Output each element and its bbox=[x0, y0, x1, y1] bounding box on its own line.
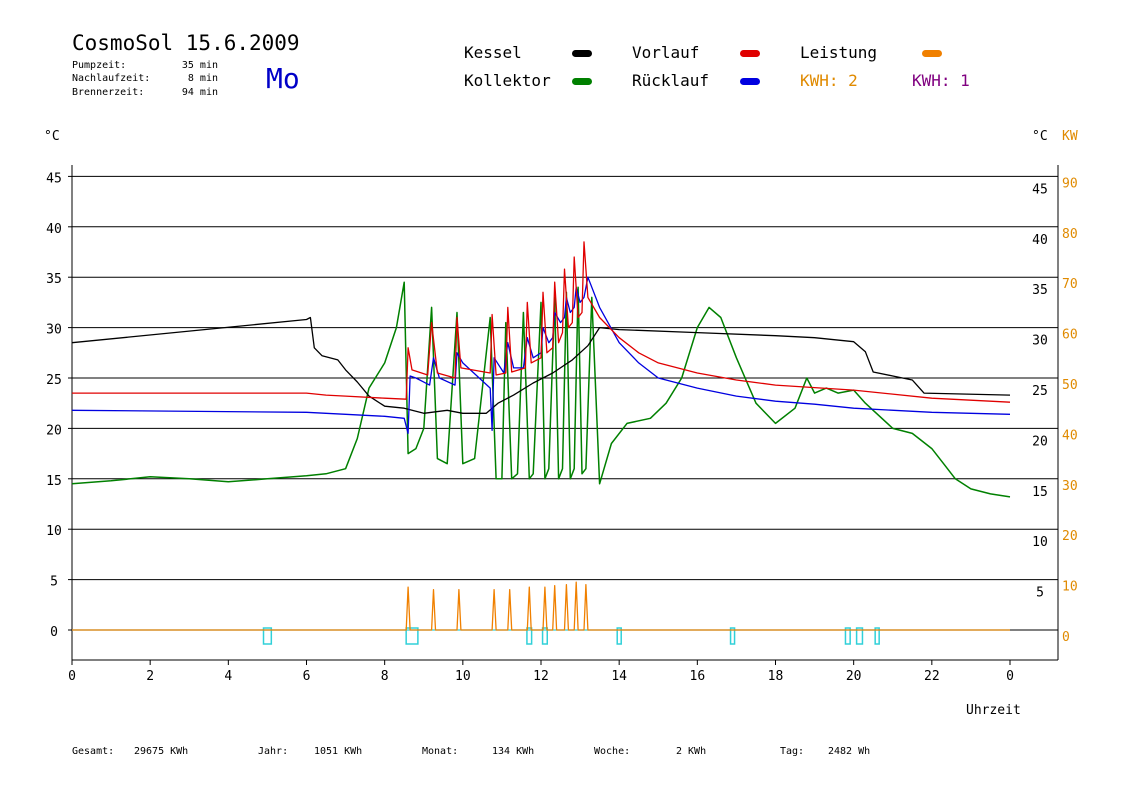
y-right-unit: °C bbox=[1032, 129, 1048, 144]
x-tick-7: 14 bbox=[611, 669, 627, 684]
x-tick-0: 0 bbox=[68, 669, 76, 684]
footer-tag-label: Tag: bbox=[780, 746, 804, 757]
series-leistung bbox=[72, 581, 1010, 631]
legend-leistung: Leistung bbox=[800, 43, 877, 62]
y-right-kw-unit: KW bbox=[1062, 129, 1078, 144]
x-axis-label: Uhrzeit bbox=[966, 703, 1021, 718]
legend-ruecklauf-swatch bbox=[740, 78, 760, 85]
legend-vorlauf-swatch bbox=[740, 50, 760, 57]
pump-marker-0 bbox=[262, 627, 273, 645]
footer-monat-value: 134 KWh bbox=[492, 746, 534, 757]
pump-marker-7 bbox=[855, 627, 864, 645]
footer-totals: Gesamt: 29675 KWh Jahr: 1051 KWh Monat: … bbox=[72, 746, 870, 757]
legend-leistung-swatch bbox=[922, 50, 942, 57]
kw-tick-40: 40 bbox=[1062, 428, 1078, 443]
y-left-unit: °C bbox=[44, 129, 60, 144]
pump-marker-6 bbox=[844, 627, 851, 645]
kw-tick-80: 80 bbox=[1062, 227, 1078, 242]
pump-marker-3 bbox=[541, 627, 549, 645]
legend-vorlauf: Vorlauf bbox=[632, 43, 699, 62]
y-left-tick-20: 20 bbox=[46, 423, 62, 438]
kw-tick-10: 10 bbox=[1062, 580, 1078, 595]
x-tick-4: 8 bbox=[381, 669, 389, 684]
pump-marker-4 bbox=[616, 627, 622, 645]
x-tick-9: 18 bbox=[768, 669, 784, 684]
series-kessel bbox=[71, 316, 1011, 414]
x-tick-10: 20 bbox=[846, 669, 862, 684]
kwh-2-label: KWH: 2 bbox=[800, 71, 858, 90]
kw-tick-70: 70 bbox=[1062, 277, 1078, 292]
pump-markers bbox=[262, 627, 880, 645]
series-vorlauf bbox=[72, 241, 1011, 403]
footer-jahr-label: Jahr: bbox=[258, 746, 288, 757]
legend-kessel-swatch bbox=[572, 50, 592, 57]
legend-kollektor: Kollektor bbox=[464, 71, 551, 90]
y-right-tick-10: 10 bbox=[1032, 535, 1048, 550]
x-tick-11: 22 bbox=[924, 669, 940, 684]
legend: Kessel Vorlauf Leistung Kollektor Rückla… bbox=[464, 43, 970, 90]
y-right-tick-40: 40 bbox=[1032, 233, 1048, 248]
chart-grid bbox=[71, 165, 1059, 661]
y-right-tick-25: 25 bbox=[1032, 384, 1048, 399]
x-tick-8: 16 bbox=[690, 669, 706, 684]
y-right-tick-30: 30 bbox=[1032, 334, 1048, 349]
footer-jahr-value: 1051 KWh bbox=[314, 746, 362, 757]
footer-monat-label: Monat: bbox=[422, 746, 458, 757]
legend-ruecklauf: Rücklauf bbox=[632, 71, 709, 90]
y-right-tick-45: 45 bbox=[1032, 182, 1048, 197]
y-left-tick-0: 0 bbox=[50, 625, 58, 640]
x-tick-5: 10 bbox=[455, 669, 471, 684]
pump-marker-1 bbox=[405, 627, 419, 645]
footer-tag-value: 2482 Wh bbox=[828, 746, 870, 757]
y-right-tick-20: 20 bbox=[1032, 434, 1048, 449]
chart-series bbox=[71, 241, 1011, 631]
x-tick-1: 2 bbox=[146, 669, 154, 684]
pump-marker-8 bbox=[874, 627, 880, 645]
stat-nachlauf-value: 8 min bbox=[188, 73, 218, 84]
series-kollektor bbox=[71, 281, 1011, 498]
legend-kollektor-swatch bbox=[572, 78, 592, 85]
kw-tick-60: 60 bbox=[1062, 328, 1078, 343]
stat-brenner-label: Brennerzeit: bbox=[72, 87, 144, 98]
y-left-tick-40: 40 bbox=[46, 222, 62, 237]
pump-marker-2 bbox=[526, 627, 533, 645]
kw-tick-0: 0 bbox=[1062, 630, 1070, 645]
stat-pump-label: Pumpzeit: bbox=[72, 60, 126, 71]
x-tick-12: 0 bbox=[1006, 669, 1014, 684]
y-left-tick-25: 25 bbox=[46, 373, 62, 388]
stat-pump-value: 35 min bbox=[182, 60, 218, 71]
kw-tick-50: 50 bbox=[1062, 378, 1078, 393]
stat-nachlauf-label: Nachlaufzeit: bbox=[72, 73, 150, 84]
y-right-tick-35: 35 bbox=[1032, 283, 1048, 298]
y-right-tick-5: 5 bbox=[1036, 586, 1044, 601]
kw-tick-20: 20 bbox=[1062, 529, 1078, 544]
header-stats: Pumpzeit: 35 min Nachlaufzeit: 8 min Bre… bbox=[72, 60, 218, 98]
pump-marker-5 bbox=[729, 627, 736, 645]
y-left-tick-5: 5 bbox=[50, 575, 58, 590]
weekday-label: Mo bbox=[266, 62, 300, 95]
x-tick-3: 6 bbox=[303, 669, 311, 684]
x-tick-6: 12 bbox=[533, 669, 549, 684]
footer-gesamt-value: 29675 KWh bbox=[134, 746, 188, 757]
y-right-tick-15: 15 bbox=[1032, 485, 1048, 500]
kwh-1-label: KWH: 1 bbox=[912, 71, 970, 90]
y-left-tick-30: 30 bbox=[46, 323, 62, 338]
x-tick-2: 4 bbox=[224, 669, 232, 684]
y-left-tick-35: 35 bbox=[46, 272, 62, 287]
kw-tick-30: 30 bbox=[1062, 479, 1078, 494]
chart-title: CosmoSol 15.6.2009 bbox=[72, 31, 300, 55]
chart-ticks: 0510152025303540455101520253035404501020… bbox=[46, 171, 1077, 684]
stat-brenner-value: 94 min bbox=[182, 87, 218, 98]
y-left-tick-10: 10 bbox=[46, 524, 62, 539]
legend-kessel: Kessel bbox=[464, 43, 522, 62]
footer-woche-label: Woche: bbox=[594, 746, 630, 757]
y-left-tick-45: 45 bbox=[46, 171, 62, 186]
kw-tick-90: 90 bbox=[1062, 176, 1078, 191]
footer-woche-value: 2 KWh bbox=[676, 746, 706, 757]
footer-gesamt-label: Gesamt: bbox=[72, 746, 114, 757]
y-left-tick-15: 15 bbox=[46, 474, 62, 489]
